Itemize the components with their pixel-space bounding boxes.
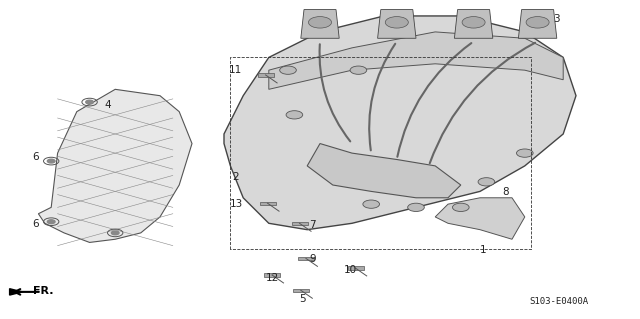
Circle shape <box>286 111 303 119</box>
Text: 10: 10 <box>344 264 357 275</box>
Polygon shape <box>301 10 339 38</box>
Bar <box>258 73 274 77</box>
Circle shape <box>363 200 380 208</box>
Circle shape <box>350 66 367 74</box>
Bar <box>264 273 280 277</box>
Text: 6: 6 <box>32 219 38 229</box>
Bar <box>292 222 308 225</box>
Text: 2: 2 <box>232 172 239 182</box>
Text: S103-E0400A: S103-E0400A <box>530 297 589 306</box>
Circle shape <box>516 149 533 157</box>
Circle shape <box>385 17 408 28</box>
Text: 4: 4 <box>104 100 111 110</box>
Circle shape <box>478 178 495 186</box>
Polygon shape <box>307 144 461 198</box>
Circle shape <box>526 17 549 28</box>
Polygon shape <box>454 10 493 38</box>
Bar <box>293 289 309 292</box>
Circle shape <box>308 17 332 28</box>
Text: 11: 11 <box>229 64 242 75</box>
Bar <box>348 266 364 270</box>
Polygon shape <box>378 10 416 38</box>
Polygon shape <box>518 10 557 38</box>
Circle shape <box>111 231 119 235</box>
Polygon shape <box>269 32 563 89</box>
Bar <box>298 257 314 260</box>
Text: 3: 3 <box>554 14 560 24</box>
Text: 9: 9 <box>309 254 316 264</box>
Polygon shape <box>38 89 192 242</box>
Polygon shape <box>224 16 576 230</box>
Circle shape <box>86 100 93 104</box>
Text: 5: 5 <box>299 294 305 304</box>
Text: FR.: FR. <box>33 286 54 296</box>
Text: 7: 7 <box>309 220 316 230</box>
Text: 1: 1 <box>480 245 486 256</box>
Circle shape <box>47 159 55 163</box>
Circle shape <box>47 220 55 224</box>
Text: 13: 13 <box>230 199 243 209</box>
Circle shape <box>280 66 296 74</box>
Circle shape <box>462 17 485 28</box>
Circle shape <box>408 203 424 211</box>
Polygon shape <box>10 289 22 295</box>
Circle shape <box>452 203 469 211</box>
Bar <box>260 202 276 205</box>
Text: 12: 12 <box>266 273 278 283</box>
Polygon shape <box>435 198 525 239</box>
Text: 6: 6 <box>32 152 38 162</box>
Text: 8: 8 <box>502 187 509 197</box>
